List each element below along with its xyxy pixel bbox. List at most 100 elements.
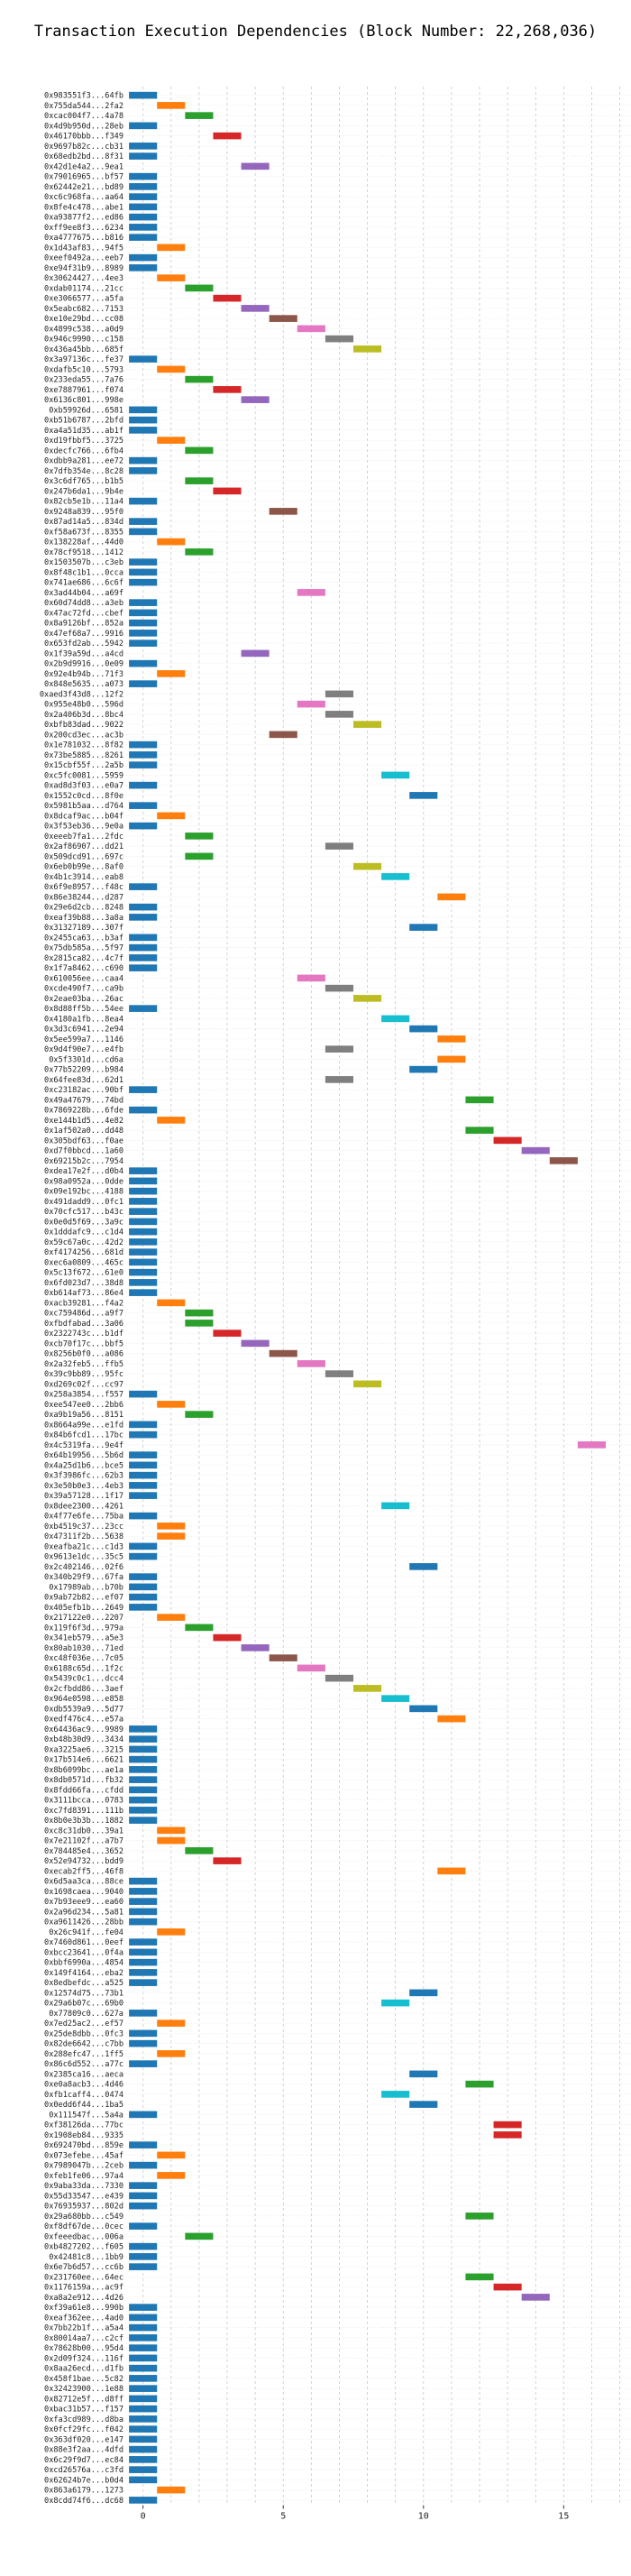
transaction-label: 0x2322743c...b1df bbox=[44, 1329, 123, 1339]
transaction-label: 0x5981b5aa...d764 bbox=[44, 802, 123, 811]
transaction-bar bbox=[325, 842, 353, 850]
transaction-label: 0x75db585a...5f97 bbox=[44, 944, 123, 953]
transaction-bar bbox=[157, 1836, 186, 1845]
transaction-label: 0xd19fbbf5...3725 bbox=[44, 437, 123, 446]
transaction-bar bbox=[353, 1685, 382, 1692]
transaction-bar bbox=[437, 1035, 466, 1043]
transaction-bar bbox=[269, 1654, 297, 1661]
transaction-label: 0x64b19956...5b6d bbox=[44, 1451, 123, 1460]
transaction-bar bbox=[185, 1309, 214, 1317]
transaction-label: 0x2d09f324...116f bbox=[44, 2354, 123, 2363]
transaction-label: 0x3d3c6941...2e94 bbox=[44, 1026, 123, 1035]
transaction-label: 0xfbdfabad...3a06 bbox=[44, 1320, 123, 1329]
transaction-bar bbox=[157, 1532, 186, 1540]
transaction-bar bbox=[157, 2050, 186, 2057]
transaction-label: 0x55d33547...e439 bbox=[44, 2192, 123, 2201]
transaction-label: 0x70cfc517...b43c bbox=[44, 1208, 123, 1217]
transaction-bar bbox=[325, 335, 353, 343]
transaction-bar bbox=[157, 1523, 186, 1530]
transaction-label: 0x848e5635...a073 bbox=[44, 680, 123, 689]
transaction-bar bbox=[129, 1969, 158, 1976]
transaction-bar bbox=[129, 1938, 158, 1946]
transaction-label: 0x17b514e6...6621 bbox=[44, 1756, 123, 1765]
transaction-bar bbox=[129, 2263, 158, 2270]
transaction-label: 0x0fcf29fc...f042 bbox=[44, 2425, 123, 2434]
transaction-label: 0xf38126da...77bc bbox=[44, 2121, 123, 2130]
transaction-bar bbox=[185, 852, 214, 860]
transaction-label: 0x2b9d9916...0e09 bbox=[44, 660, 123, 669]
transaction-bar bbox=[129, 2497, 158, 2504]
transaction-label: 0xaed3f43d8...12f2 bbox=[40, 690, 123, 699]
transaction-label: 0xee547ee0...2bb6 bbox=[44, 1401, 123, 1410]
transaction-bar bbox=[185, 833, 214, 840]
transaction-label: 0xeef0492a...eeb7 bbox=[44, 254, 123, 263]
transaction-bar bbox=[353, 721, 382, 728]
transaction-label: 0x0e0d5f69...3a9c bbox=[44, 1218, 123, 1227]
transaction-bar bbox=[129, 1258, 158, 1266]
transaction-bar bbox=[269, 731, 297, 739]
transaction-bar bbox=[129, 2445, 158, 2453]
transaction-bar bbox=[157, 102, 186, 109]
transaction-bar bbox=[129, 193, 158, 200]
transaction-bar bbox=[241, 1339, 270, 1348]
transaction-label: 0x78cf9518...1412 bbox=[44, 548, 123, 557]
transaction-bar bbox=[129, 1471, 158, 1479]
transaction-label: 0x3a97136c...fe37 bbox=[44, 355, 123, 364]
transaction-bar bbox=[213, 1329, 242, 1337]
transaction-label: 0xb51b6787...2bfd bbox=[44, 417, 123, 426]
x-tick-label: 10 bbox=[418, 2512, 429, 2522]
transaction-label: 0x62442e21...bd89 bbox=[44, 183, 123, 192]
transaction-label: 0x8edbefdc...a525 bbox=[44, 1979, 123, 1988]
transaction-label: 0x2455ca63...b3af bbox=[44, 934, 123, 943]
transaction-bar bbox=[129, 1238, 158, 1246]
transaction-bar bbox=[129, 558, 158, 566]
transaction-bar bbox=[129, 1745, 158, 1753]
transaction-bar bbox=[521, 2294, 550, 2301]
transaction-bar bbox=[465, 1127, 494, 1134]
transaction-label: 0xc6c968fa...aa64 bbox=[44, 193, 123, 202]
transaction-bar bbox=[129, 2060, 158, 2067]
bars bbox=[129, 91, 606, 2504]
transaction-bar bbox=[129, 1492, 158, 1499]
transaction-bar bbox=[129, 1177, 158, 1185]
transaction-label: 0x8fdd66fa...cfdd bbox=[44, 1786, 123, 1795]
transaction-label: 0x80ab1030...71ed bbox=[44, 1644, 123, 1653]
transaction-bar bbox=[381, 771, 410, 779]
transaction-bar bbox=[129, 1573, 158, 1580]
transaction-label: 0x9248a839...95f0 bbox=[44, 508, 123, 517]
transaction-bar bbox=[185, 477, 214, 484]
transaction-bar bbox=[129, 355, 158, 363]
transaction-label: 0x79016965...bf57 bbox=[44, 173, 123, 182]
transaction-bar bbox=[129, 1279, 158, 1286]
transaction-bar bbox=[549, 1157, 578, 1164]
transaction-label: 0x4b1c3914...eab8 bbox=[44, 873, 123, 882]
transaction-label: 0xeeeb7fa1...2fdc bbox=[44, 833, 123, 842]
transaction-bar bbox=[129, 1005, 158, 1012]
transaction-bar bbox=[129, 1877, 158, 1885]
transaction-bar bbox=[129, 761, 158, 768]
transaction-label: 0x7989047b...2ceb bbox=[44, 2162, 123, 2171]
transaction-label: 0x1dddafc9...c1d4 bbox=[44, 1228, 123, 1237]
transaction-label: 0x8664a99e...e1fd bbox=[44, 1421, 123, 1430]
transaction-bar bbox=[381, 1695, 410, 1702]
transaction-label: 0x1552c0cd...8f0e bbox=[44, 792, 123, 801]
transaction-bar bbox=[129, 943, 158, 952]
transaction-bar bbox=[185, 1847, 214, 1854]
transaction-bar bbox=[129, 2385, 158, 2392]
transaction-label: 0x863a6179...1273 bbox=[44, 2487, 123, 2496]
transaction-bar bbox=[157, 2019, 186, 2027]
transaction-bar bbox=[129, 1512, 158, 1520]
x-tick-label: 15 bbox=[558, 2512, 569, 2522]
transaction-bar bbox=[325, 1674, 353, 1682]
transaction-label: 0x8f48c1b1...0cca bbox=[44, 568, 123, 577]
transaction-bar bbox=[129, 2222, 158, 2230]
transaction-label: 0x68edb2bd...8f31 bbox=[44, 152, 123, 161]
chart-title: Transaction Execution Dependencies (Bloc… bbox=[34, 23, 597, 41]
transaction-bar bbox=[297, 700, 325, 708]
transaction-label: 0x76935937...802d bbox=[44, 2203, 123, 2212]
transaction-bar bbox=[409, 1989, 438, 1997]
transaction-bar bbox=[129, 253, 158, 262]
transaction-bar bbox=[409, 1563, 438, 1570]
transaction-label: 0x5ee599a7...1146 bbox=[44, 1035, 123, 1044]
transaction-label: 0x9ab72b82...ef07 bbox=[44, 1594, 123, 1603]
